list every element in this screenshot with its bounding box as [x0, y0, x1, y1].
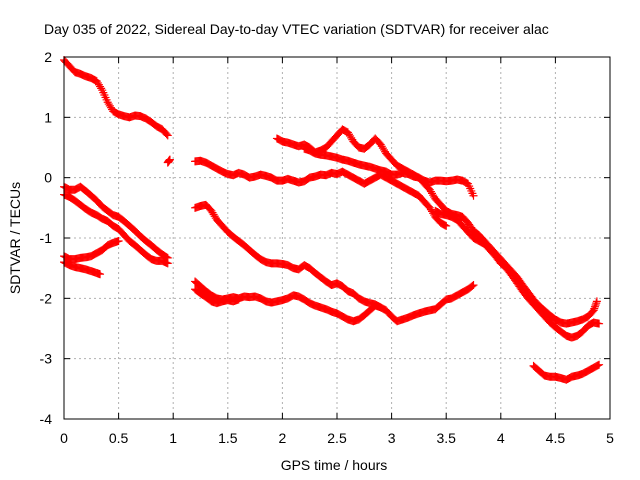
x-tick-label: 4.5: [546, 430, 566, 446]
series-arc-05: [60, 237, 123, 264]
x-tick-label: 3.5: [436, 430, 456, 446]
data-point: [114, 237, 123, 246]
y-axis-label: SDTVAR / TECUs: [7, 182, 23, 294]
x-tick-label: 0: [60, 430, 68, 446]
series-arc-01: [60, 56, 172, 140]
chart-title: Day 035 of 2022, Sidereal Day-to-day VTE…: [44, 21, 549, 37]
data-point: [469, 191, 478, 200]
series-arc-10: [191, 285, 243, 308]
x-tick-label: 1.5: [218, 430, 238, 446]
x-axis-label: GPS time / hours: [281, 457, 388, 473]
series-arc-12: [300, 144, 478, 200]
series-arc-03: [60, 182, 172, 262]
x-tick-label: 5: [606, 430, 614, 446]
data-point: [590, 304, 599, 313]
grid: [64, 57, 610, 419]
data-point: [591, 300, 600, 309]
x-tick-label: 2.5: [327, 430, 347, 446]
x-tick-label: 0.5: [109, 430, 129, 446]
y-tick-label: -3: [40, 351, 53, 367]
data-point: [163, 131, 172, 140]
plot-frame: [63, 56, 611, 420]
data-point: [165, 155, 174, 164]
y-tick-label: -1: [40, 230, 53, 246]
data-point: [592, 297, 601, 306]
data-point: [442, 221, 451, 230]
data-point: [441, 221, 450, 230]
data-points: [60, 56, 604, 384]
series-arc-07: [191, 156, 451, 230]
data-point: [97, 84, 106, 93]
series-arc-04: [60, 190, 172, 268]
data-point: [593, 361, 602, 370]
y-tick-label: 1: [44, 109, 52, 125]
data-point: [234, 295, 243, 304]
y-tick-label: 0: [44, 170, 52, 186]
data-point: [590, 302, 599, 311]
x-tick-label: 2: [279, 430, 287, 446]
x-tick-label: 1: [169, 430, 177, 446]
y-tick-label: 2: [44, 49, 52, 65]
series-arc-08: [191, 200, 385, 312]
series-arc-02: [163, 155, 174, 167]
series-arc-06: [60, 258, 105, 279]
data-point: [595, 319, 604, 328]
series-arc-14: [529, 360, 604, 384]
x-tick-label: 4: [497, 430, 505, 446]
data-point: [468, 281, 477, 290]
data-point: [589, 306, 598, 315]
data-point: [162, 130, 171, 139]
data-point: [96, 270, 105, 279]
y-tick-label: -4: [40, 411, 53, 427]
data-point: [595, 360, 604, 369]
x-axis-ticks: 0 0.5 1 1.5 2 2.5 3 3.5 4 4.5 5: [60, 57, 614, 446]
x-tick-label: 3: [388, 430, 396, 446]
series-arc-13: [431, 206, 604, 342]
series-arc-09: [191, 277, 478, 326]
data-point: [469, 281, 478, 290]
data-point: [592, 299, 601, 308]
y-tick-label: -2: [40, 290, 53, 306]
data-point: [163, 259, 172, 268]
